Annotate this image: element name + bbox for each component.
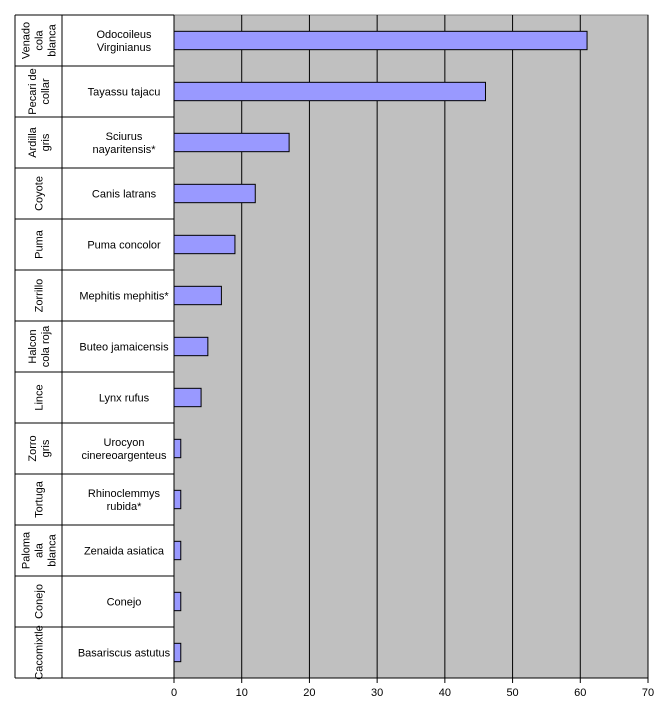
group-label: Lince [34,384,46,410]
group-label: Palomaalablanca [21,531,59,569]
group-label: Venadocolablanca [21,22,59,59]
bar [173,234,236,255]
category-label: Tayassu tajacu [88,87,161,99]
group-label: Conejo [34,584,46,619]
x-tick-label: 60 [574,687,586,699]
x-tick-label: 20 [303,687,315,699]
group-label: Zorrillo [34,279,46,313]
category-label: Odocoileus Virginianus [96,29,152,54]
bar [173,387,202,408]
category-label: Mephitis mephitis* [79,291,169,303]
category-labels: Odocoileus Virginianus Venadocolablanca Tay… [14,14,174,680]
bar [173,30,588,51]
axes: 0 10 20 30 40 50 60 70 [15,15,654,699]
x-tick-label: 30 [371,687,383,699]
x-tick-label: 40 [439,687,451,699]
group-label: Pecari decollar [27,68,52,114]
bar [173,642,182,663]
category-label: Conejo [107,597,142,609]
x-tick-label: 70 [642,687,654,699]
bar [173,438,182,459]
category-label: Urocyon cinereoargenteus [81,437,167,462]
plot-area [173,14,649,679]
group-label: Halconcola roja [27,325,52,367]
category-label: Buteo jamaicensis [79,342,169,354]
bars [173,30,588,663]
category-label: Puma concolor [87,240,161,252]
category-label: Lynx rufus [99,393,150,405]
category-label: Basariscus astutus [78,648,171,660]
category-label: Rhinoclemmys rubida* [88,488,161,513]
bar [173,132,290,153]
category-label: Canis latrans [92,189,157,201]
bar [173,183,256,204]
bar [173,591,182,612]
x-tick-label: 50 [506,687,518,699]
bar [173,81,486,102]
category-label: Sciurus nayaritensis* [93,131,157,156]
bar [173,285,222,306]
group-label: Ardillagris [27,126,52,157]
group-label: Puma [34,229,46,259]
group-label: Tortuga [34,480,46,518]
bar [173,336,209,357]
x-tick-label: 10 [236,687,248,699]
x-tick-label: 0 [171,687,177,699]
group-label: Coyote [34,176,46,211]
category-label: Zenaida asiatica [84,546,165,558]
gridlines [241,15,649,678]
bar [173,540,182,561]
group-label: Cacomixtle [34,625,46,679]
bar [173,489,182,510]
group-label: Zorrogris [27,435,52,461]
